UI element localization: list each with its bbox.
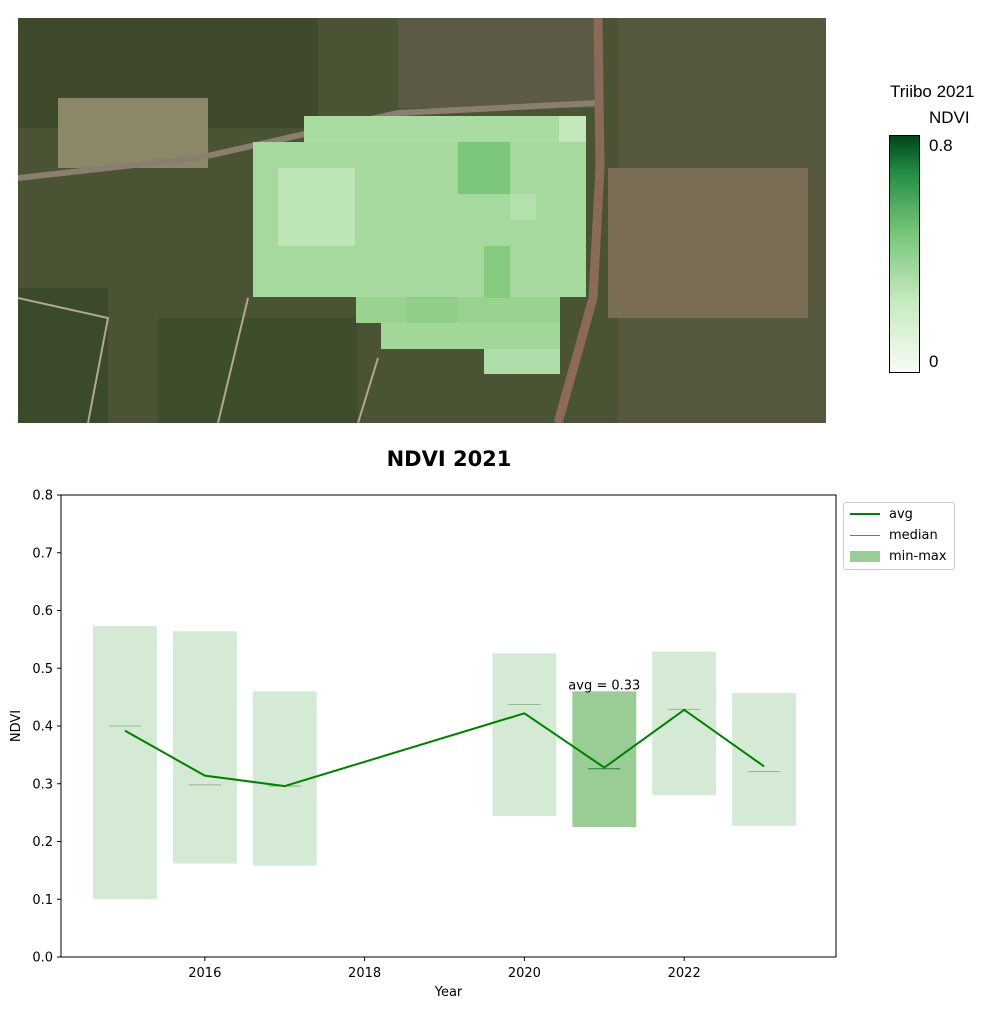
minmax-bar-2020	[492, 653, 557, 817]
colorbar-min-label: 0	[929, 352, 939, 371]
y-axis-label: NDVI	[9, 710, 24, 742]
legend-label-minmax: min-max	[889, 548, 947, 564]
colorbar-label: NDVI	[929, 108, 970, 127]
y-tick-label: 0.7	[32, 546, 53, 561]
y-tick-label: 0.8	[32, 489, 53, 504]
legend-item-minmax: min-max	[850, 547, 947, 565]
chart-legend: avg median min-max	[843, 502, 955, 570]
y-tick-label: 0.6	[32, 604, 53, 619]
y-tick-label: 0.1	[32, 893, 53, 908]
minmax-bar-2016	[172, 631, 237, 864]
avg-annotation: avg = 0.33	[568, 679, 640, 694]
legend-label-avg: avg	[889, 506, 913, 522]
x-tick-label: 2016	[188, 966, 221, 981]
legend-label-median: median	[889, 527, 938, 543]
colorbar	[889, 135, 920, 373]
satellite-map	[18, 18, 826, 423]
satellite-image	[18, 18, 826, 423]
legend-item-avg: avg	[850, 505, 913, 523]
y-tick-label: 0.0	[32, 951, 53, 966]
colorbar-max-label: 0.8	[929, 136, 953, 155]
minmax-bar-2022	[652, 651, 717, 796]
ndvi-overlay	[253, 116, 586, 374]
legend-item-median: median	[850, 526, 938, 544]
legend-swatch-minmax	[850, 550, 880, 562]
legend-swatch-median	[850, 534, 880, 536]
y-tick-label: 0.2	[32, 835, 53, 850]
legend-swatch-avg	[850, 513, 880, 515]
colorbar-title: Triibo 2021	[890, 82, 975, 101]
chart-title: NDVI 2021	[386, 447, 512, 471]
minmax-bar-2015	[92, 626, 157, 900]
ndvi-chart: 0.0 0.1 0.2 0.3 0.4 0.5 0.6 0.7 0.8 2016 2018 2020…	[9, 489, 837, 1000]
x-tick-label: 2018	[348, 966, 381, 981]
y-tick-label: 0.5	[32, 662, 53, 677]
avg-series-line	[124, 708, 765, 788]
x-tick-label: 2020	[508, 966, 541, 981]
y-tick-label: 0.3	[32, 777, 53, 792]
x-tick-label: 2022	[668, 966, 701, 981]
minmax-bar-2021	[572, 691, 637, 828]
minmax-bar-2023	[732, 693, 797, 826]
x-axis-label: Year	[434, 985, 463, 1000]
y-tick-label: 0.4	[32, 720, 53, 735]
